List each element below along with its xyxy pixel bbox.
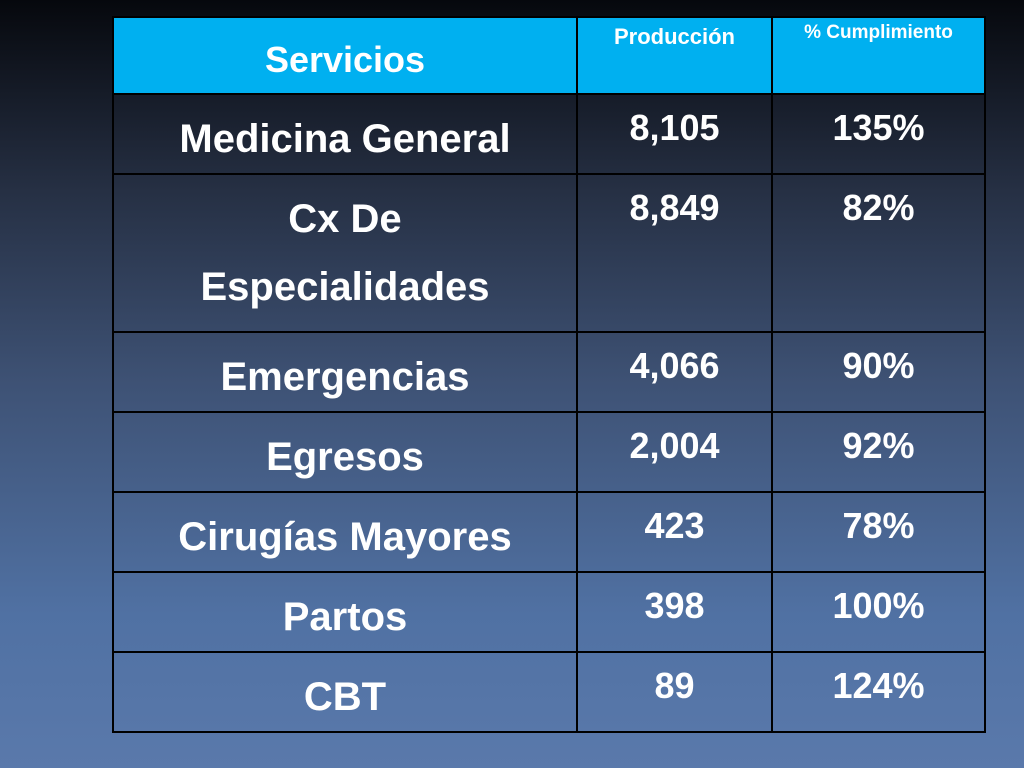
value-cell: 90%: [771, 331, 986, 413]
value-cell: 423: [576, 491, 773, 573]
value-cell: 8,105: [576, 93, 773, 175]
value-cell: 92%: [771, 411, 986, 493]
value-cell: 100%: [771, 571, 986, 653]
service-cell: CBT: [112, 651, 578, 733]
table-row: Partos 398 100%: [112, 571, 986, 653]
header-row: Servicios Producción% Cumplimiento: [112, 16, 986, 95]
value-cell: 135%: [771, 93, 986, 175]
service-cell: Partos: [112, 571, 578, 653]
service-cell: Cx De Especialidades: [112, 173, 578, 333]
value-cell: 398: [576, 571, 773, 653]
service-cell: Emergencias: [112, 331, 578, 413]
table-row: Emergencias 4,066 90%: [112, 331, 986, 413]
header-cell: Servicios: [112, 16, 578, 95]
value-cell: 8,849: [576, 173, 773, 333]
table-row: Cirugías Mayores 423 78%: [112, 491, 986, 573]
table-row: Medicina General 8,105 135%: [112, 93, 986, 175]
value-cell: 4,066: [576, 331, 773, 413]
service-cell: Cirugías Mayores: [112, 491, 578, 573]
value-cell: 82%: [771, 173, 986, 333]
header-cell: % Cumplimiento: [771, 16, 986, 95]
header-cell: Producción: [576, 16, 773, 95]
value-cell: 89: [576, 651, 773, 733]
table-row: CBT 89 124%: [112, 651, 986, 733]
value-cell: 124%: [771, 651, 986, 733]
value-cell: 78%: [771, 491, 986, 573]
table-row: Cx De Especialidades 8,849 82%: [112, 173, 986, 333]
table-row: Egresos 2,004 92%: [112, 411, 986, 493]
data-table: Servicios Producción% Cumplimiento Medici…: [112, 16, 986, 733]
value-cell: 2,004: [576, 411, 773, 493]
service-cell: Egresos: [112, 411, 578, 493]
service-cell: Medicina General: [112, 93, 578, 175]
